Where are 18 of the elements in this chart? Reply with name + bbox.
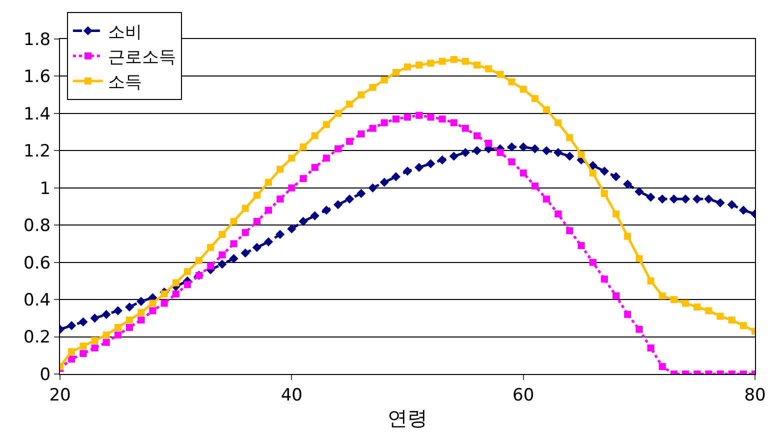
x-tick-label: 80 [744,385,766,406]
legend-label: 근로소득 [108,47,176,68]
x-tick-label: 40 [280,385,302,406]
y-tick-label: 0 [40,364,51,385]
y-tick-label: 1 [40,178,51,199]
legend-label: 소비 [108,22,142,42]
y-tick-label: 0.4 [24,290,51,311]
y-tick-label: 0.6 [24,253,51,274]
x-axis-title: 연령 [388,406,428,430]
y-tick-label: 1.4 [24,104,51,124]
y-tick-label: 0.8 [24,216,51,236]
y-tick-label: 1.8 [24,30,51,50]
y-tick-label: 0.2 [24,328,51,348]
x-tick-label: 20 [49,385,71,406]
x-tick-label: 60 [512,385,534,406]
y-tick-label: 1.6 [24,67,51,88]
legend-label: 소득 [108,72,142,93]
y-tick-label: 1.2 [24,142,51,162]
